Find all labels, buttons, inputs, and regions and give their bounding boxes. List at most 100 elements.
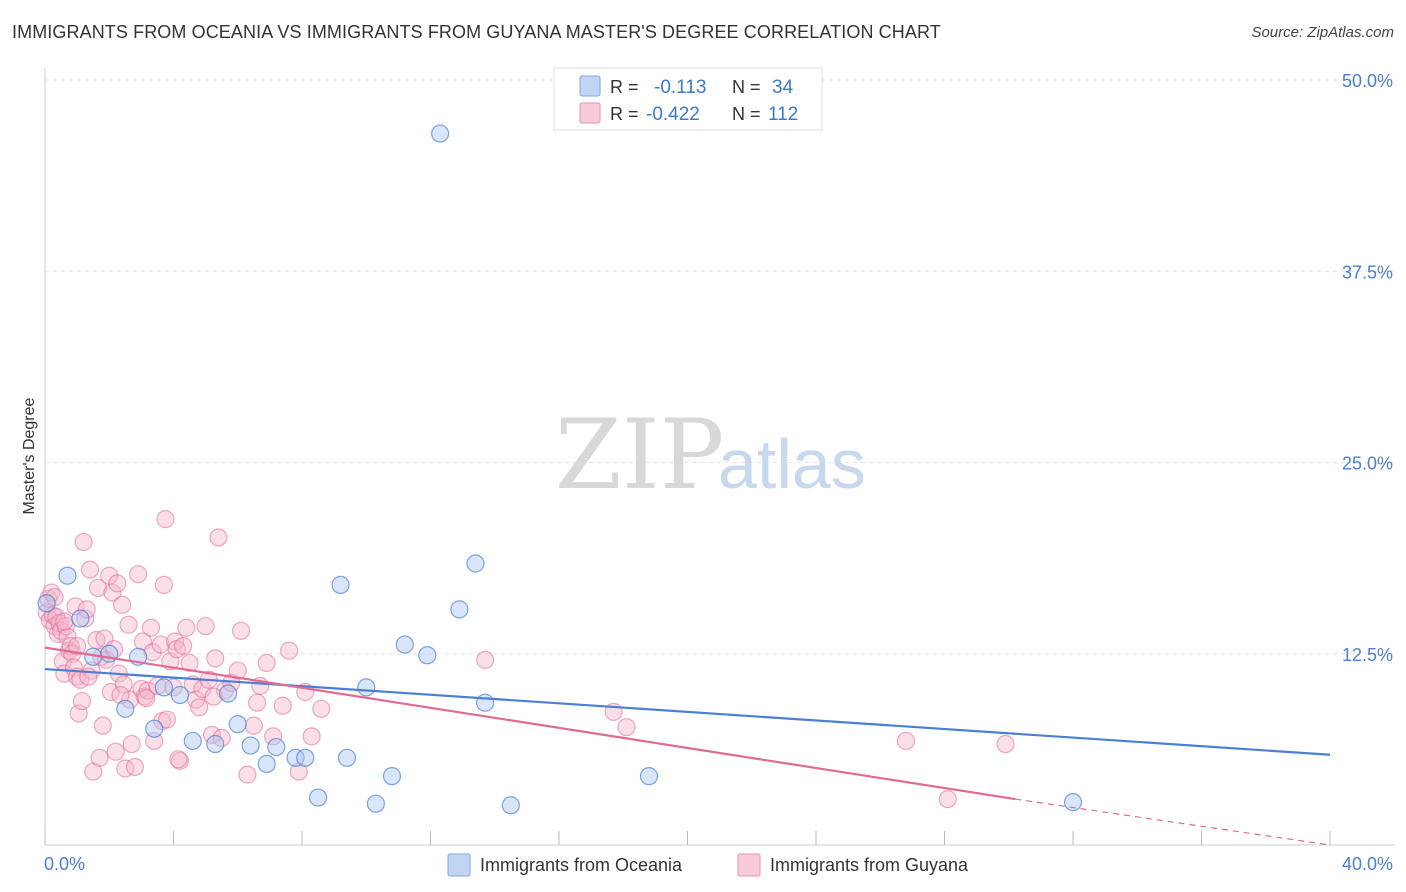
legend-oceania-r-label: R = xyxy=(610,77,639,97)
bottom-legend-swatch-guyana xyxy=(737,853,761,877)
guyana-point xyxy=(190,698,209,717)
oceania-point xyxy=(206,734,225,754)
guyana-trend-extension xyxy=(1015,798,1331,846)
guyana-point xyxy=(196,617,215,636)
guyana-point xyxy=(302,727,321,746)
guyana-point xyxy=(996,734,1015,754)
axes xyxy=(44,68,1395,846)
bottom-legend: Immigrants from Oceania Immigrants from … xyxy=(447,853,969,877)
guyana-point xyxy=(617,718,636,737)
oceania-point xyxy=(395,635,414,654)
guyana-point xyxy=(76,609,95,628)
guyana-point xyxy=(141,618,161,637)
x-tick-label-min: 0.0% xyxy=(44,854,85,874)
y-axis-label: Master's Degree xyxy=(21,397,38,514)
guyana-point xyxy=(156,510,175,529)
guyana-point xyxy=(77,600,96,619)
oceania-point xyxy=(170,685,190,705)
legend-oceania-n-label: N = xyxy=(732,77,761,97)
y-tick-label: 37.5% xyxy=(1342,262,1393,282)
legend-guyana-n-label: N = xyxy=(732,104,761,124)
guyana-point xyxy=(125,757,145,777)
guyana-point xyxy=(72,692,92,711)
oceania-point xyxy=(296,748,315,767)
guyana-point xyxy=(312,699,331,718)
legend-swatch-guyana xyxy=(579,102,601,124)
guyana-point xyxy=(180,653,199,673)
oceania-point xyxy=(1063,793,1083,812)
oceania-point xyxy=(241,736,260,755)
guyana-point xyxy=(938,789,957,809)
oceania-point xyxy=(431,124,450,143)
guyana-point xyxy=(247,693,267,712)
guyana-point xyxy=(93,716,112,735)
guyana-point xyxy=(68,636,87,656)
guyana-point xyxy=(137,689,156,708)
guyana-point xyxy=(103,583,122,602)
guyana-point xyxy=(238,765,257,784)
guyana-point xyxy=(231,621,251,640)
bottom-legend-oceania: Immigrants from Oceania xyxy=(480,855,683,875)
oceania-point xyxy=(639,767,659,786)
oceania-point xyxy=(382,767,402,786)
guyana-point xyxy=(111,685,130,705)
guyana-point xyxy=(209,528,228,547)
oceania-point xyxy=(337,748,357,767)
guyana-point xyxy=(108,574,127,593)
oceania-point xyxy=(331,575,350,595)
guyana-point xyxy=(121,690,140,709)
oceania-point xyxy=(183,731,202,751)
top-legend: R = -0.113 N = 34 R = -0.422 N = 112 xyxy=(553,67,823,131)
guyana-point xyxy=(280,641,299,660)
grid-lines xyxy=(45,79,1395,655)
guyana-point xyxy=(273,696,292,715)
guyana-point xyxy=(476,650,495,669)
oceania-trend-line xyxy=(44,667,1331,756)
x-tick-labels: 0.0% 40.0% xyxy=(44,854,1393,874)
legend-swatch-oceania xyxy=(579,75,601,97)
oceania-point xyxy=(501,796,520,815)
guyana-point xyxy=(228,661,247,680)
oceania-point xyxy=(154,678,173,697)
legend-guyana-r-value: -0.422 xyxy=(646,104,700,125)
oceania-point xyxy=(267,737,286,757)
guyana-point xyxy=(263,727,283,746)
oceania-point xyxy=(418,646,437,665)
guyana-point xyxy=(114,675,133,694)
guyana-point xyxy=(169,750,188,769)
y-tick-label: 50.0% xyxy=(1342,71,1393,91)
guyana-point xyxy=(80,560,100,579)
oceania-point xyxy=(466,554,485,573)
guyana-trend-line xyxy=(44,646,1016,801)
guyana-point xyxy=(157,710,177,729)
guyana-point xyxy=(174,636,193,656)
oceania-point xyxy=(71,609,90,628)
guyana-point xyxy=(55,612,74,631)
x-tick-label-max: 40.0% xyxy=(1342,854,1393,874)
oceania-point xyxy=(116,699,135,718)
oceania-point xyxy=(286,748,305,767)
guyana-point xyxy=(257,653,276,673)
legend-guyana-n-value: 112 xyxy=(768,104,798,125)
watermark: ZIP atlas xyxy=(555,399,866,511)
guyana-point xyxy=(896,731,916,751)
guyana-point xyxy=(122,734,141,754)
guyana-points xyxy=(37,510,1015,809)
oceania-point xyxy=(58,566,77,585)
oceania-point xyxy=(366,794,385,813)
guyana-point xyxy=(90,748,109,767)
oceania-point xyxy=(228,715,247,734)
chart-title: IMMIGRANTS FROM OCEANIA VS IMMIGRANTS FR… xyxy=(12,22,941,42)
oceania-point xyxy=(357,678,376,697)
guyana-point xyxy=(177,618,196,637)
oceania-points xyxy=(37,124,1083,815)
guyana-point xyxy=(206,649,225,668)
source-label: Source: ZipAtlas.com xyxy=(1251,24,1394,41)
watermark-zip: ZIP xyxy=(555,399,724,511)
oceania-point xyxy=(476,693,495,712)
watermark-atlas: atlas xyxy=(718,425,866,503)
guyana-point xyxy=(204,687,223,706)
guyana-point xyxy=(74,532,93,552)
oceania-point xyxy=(37,594,56,613)
